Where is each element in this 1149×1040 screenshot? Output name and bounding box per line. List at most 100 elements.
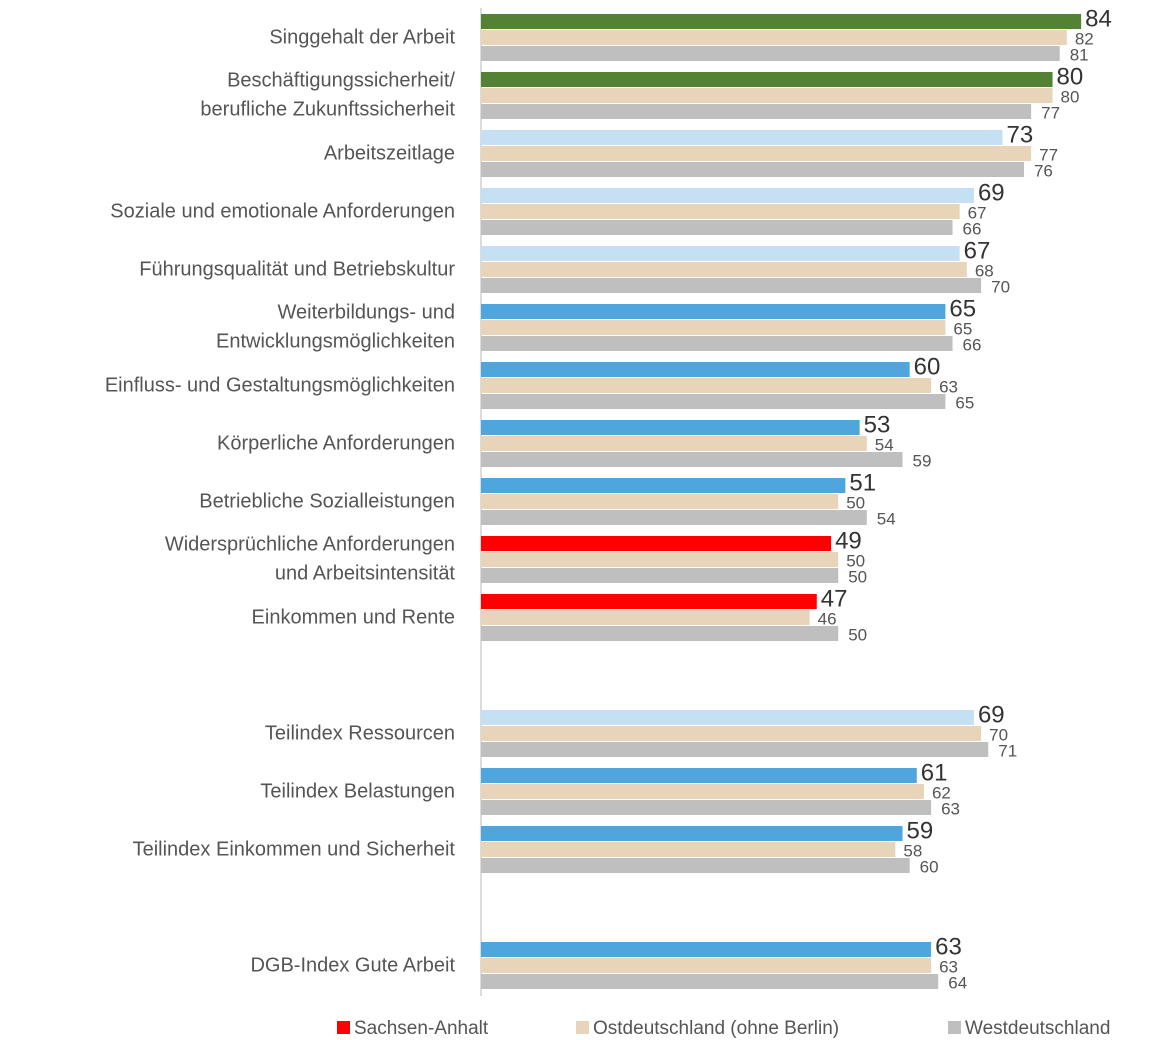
category-label: Körperliche Anforderungen: [217, 432, 455, 454]
bar: [481, 46, 1060, 61]
category-label: Einfluss- und Gestaltungsmöglichkeiten: [105, 374, 455, 396]
value-label: 59: [907, 817, 934, 844]
value-label: 54: [875, 435, 894, 454]
bar: [481, 842, 896, 857]
value-label: 53: [864, 411, 891, 438]
bar: [481, 826, 903, 841]
legend-label: Westdeutschland: [965, 1018, 1110, 1039]
value-label: 63: [935, 933, 962, 960]
value-label: 66: [963, 219, 982, 238]
category-label: Weiterbildungs- und Entwicklungsmöglichke…: [216, 302, 455, 353]
bar: [481, 246, 960, 261]
bar: [481, 942, 932, 957]
value-label: 77: [1039, 145, 1058, 164]
value-label: 70: [989, 725, 1008, 744]
value-label: 70: [991, 277, 1010, 296]
bar: [481, 104, 1032, 119]
bar: [481, 742, 989, 757]
value-label: 61: [921, 759, 948, 786]
bar: [481, 536, 832, 551]
value-label: 54: [877, 509, 896, 528]
value-label: 49: [835, 527, 862, 554]
category-label: Widersprüchliche Anforderungen und Arbeit…: [165, 534, 456, 585]
category-label: Betriebliche Sozialleistungen: [199, 490, 455, 512]
value-label: 62: [932, 783, 951, 802]
value-label: 50: [848, 625, 867, 644]
bar: [481, 220, 953, 235]
legend-label: Sachsen-Anhalt: [354, 1018, 489, 1039]
bar: [481, 958, 932, 973]
bar: [481, 436, 867, 451]
value-label: 67: [968, 203, 987, 222]
category-label: Beschäftigungssicherheit/berufliche Zuku…: [200, 70, 455, 121]
bar: [481, 568, 839, 583]
category-label: Teilindex Einkommen und Sicherheit: [133, 838, 456, 860]
bar: [481, 30, 1067, 45]
category-label: DGB-Index Gute Arbeit: [250, 954, 455, 976]
category-label: Singgehalt der Arbeit: [269, 26, 455, 48]
value-label: 66: [963, 335, 982, 354]
bar: [481, 800, 932, 815]
value-label: 58: [903, 841, 922, 860]
bar: [481, 974, 939, 989]
category-label: Teilindex Belastungen: [260, 780, 455, 802]
bar: [481, 88, 1053, 103]
value-label: 69: [978, 179, 1005, 206]
bar: [481, 710, 974, 725]
value-label: 60: [920, 857, 939, 876]
bar: [481, 262, 967, 277]
bar: [481, 768, 917, 783]
legend-label: Ostdeutschland (ohne Berlin): [593, 1018, 839, 1039]
value-label: 50: [846, 493, 865, 512]
bar: [481, 378, 932, 393]
value-label: 46: [818, 609, 837, 628]
bar: [481, 162, 1024, 177]
bar: [481, 278, 982, 293]
bar: [481, 146, 1032, 161]
value-label: 80: [1057, 63, 1084, 90]
value-label: 51: [849, 469, 876, 496]
bar: [481, 510, 867, 525]
value-label: 81: [1070, 45, 1089, 64]
category-label: Arbeitszeitlage: [324, 142, 455, 164]
value-label: 77: [1041, 103, 1060, 122]
category-label: Führungsqualität und Betriebskultur: [139, 258, 455, 280]
value-label: 63: [941, 799, 960, 818]
bar: [481, 726, 982, 741]
value-label: 65: [955, 393, 974, 412]
value-label: 84: [1085, 5, 1112, 32]
value-label: 60: [914, 353, 941, 380]
value-label: 59: [913, 451, 932, 470]
value-label: 76: [1034, 161, 1053, 180]
bar: [481, 188, 974, 203]
bar: [481, 594, 817, 609]
bar: [481, 478, 846, 493]
bar: [481, 452, 903, 467]
legend-swatch: [576, 1021, 589, 1034]
bar: [481, 336, 953, 351]
category-label: Teilindex Ressourcen: [265, 722, 455, 744]
bar: [481, 204, 960, 219]
value-label: 63: [939, 377, 958, 396]
bar: [481, 320, 946, 335]
bar: [481, 610, 810, 625]
legend-swatch: [948, 1021, 961, 1034]
value-label: 68: [975, 261, 994, 280]
value-label: 47: [821, 585, 848, 612]
value-label: 67: [964, 237, 991, 264]
value-label: 64: [948, 973, 967, 992]
bar: [481, 130, 1003, 145]
bar: [481, 394, 946, 409]
value-label: 63: [939, 957, 958, 976]
value-label: 73: [1007, 121, 1034, 148]
value-label: 82: [1075, 29, 1094, 48]
value-label: 50: [846, 551, 865, 570]
bar: [481, 784, 924, 799]
value-label: 65: [949, 295, 976, 322]
bar: [481, 304, 946, 319]
bar: [481, 14, 1082, 29]
bar: [481, 626, 839, 641]
value-label: 80: [1061, 87, 1080, 106]
value-label: 50: [848, 567, 867, 586]
